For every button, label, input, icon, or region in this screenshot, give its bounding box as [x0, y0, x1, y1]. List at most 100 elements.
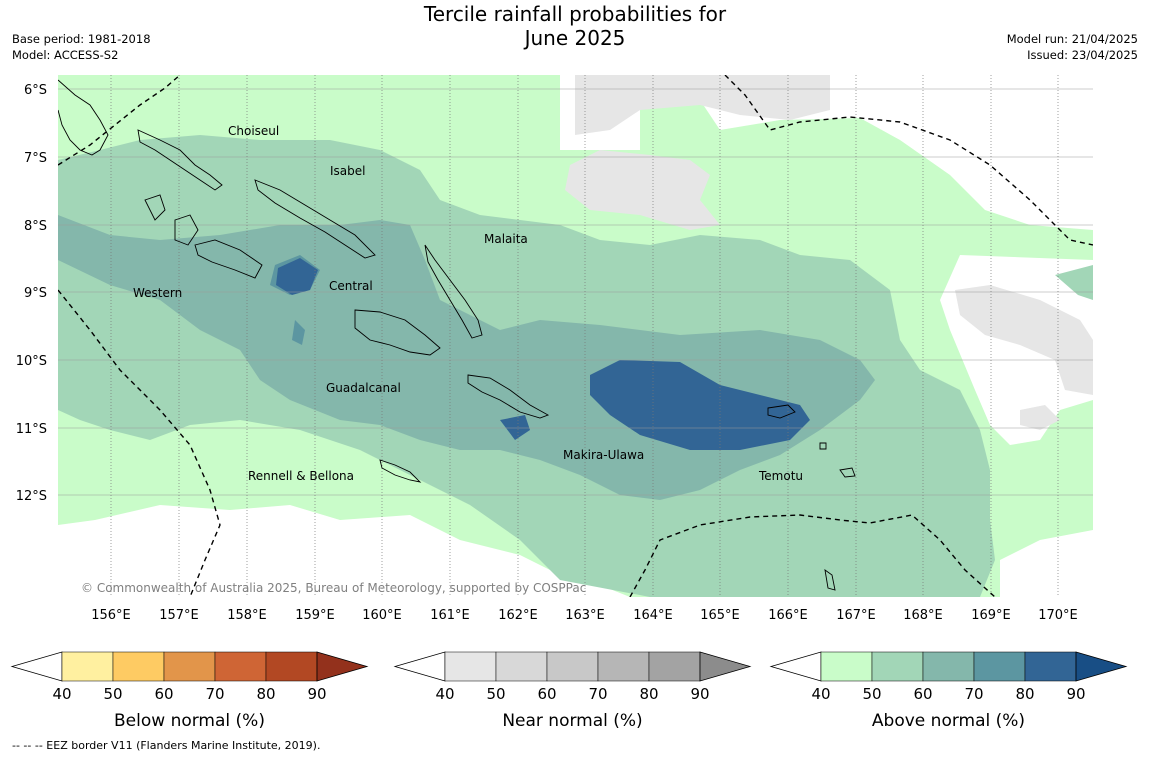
colorbar-tick-label: 70 [588, 685, 607, 703]
title-line-2: June 2025 [524, 26, 626, 50]
colorbar-segment [648, 651, 701, 682]
colorbar-tick-label: 80 [1015, 685, 1034, 703]
colorbar-segment [871, 651, 924, 682]
lat-label: 11°S [16, 422, 47, 437]
gridlines [58, 88, 1093, 496]
colorbar-title: Near normal (%) [502, 711, 642, 731]
colorbar-tick-label: 60 [913, 685, 932, 703]
colorbar-low-extension [393, 651, 446, 682]
lon-label: 167°E [836, 608, 876, 623]
colorbar-segment [265, 651, 318, 682]
grey-patch-top [575, 75, 830, 135]
region-label-western: Western [133, 286, 182, 300]
eez-footnote: -- -- -- EEZ border V11 (Flanders Marine… [12, 739, 321, 752]
eez-border [58, 75, 1093, 597]
colorbar-tick-label: 40 [435, 685, 454, 703]
colorbar-low-extension [769, 651, 822, 682]
colorbar-tick-label: 70 [205, 685, 224, 703]
colorbar-tick-label: 90 [307, 685, 326, 703]
region-label-guadalcanal: Guadalcanal [326, 381, 401, 395]
colorbar-tick-label: 50 [862, 685, 881, 703]
lon-label: 157°E [159, 608, 199, 623]
colorbar-group: 40 50 60 70 80 90 Below normal (%) 40 50 60 70 80 90… [10, 651, 1128, 731]
colorbar-segment [922, 651, 975, 682]
lon-label: 170°E [1038, 608, 1078, 623]
colorbar-segment [973, 651, 1026, 682]
run-info: Model run: 21/04/2025 Issued: 23/04/2025 [1007, 31, 1138, 63]
lon-label: 161°E [430, 608, 470, 623]
lat-label: 12°S [16, 489, 47, 504]
probability-map: Choiseul Isabel Malaita Western Central … [10, 75, 1128, 731]
issued-date: Issued: 23/04/2025 [1027, 48, 1138, 62]
lon-label: 160°E [362, 608, 402, 623]
lon-label: 166°E [768, 608, 808, 623]
region-label-central: Central [329, 279, 373, 293]
white-area-bottom-left [58, 505, 630, 597]
lon-label: 158°E [227, 608, 267, 623]
below-normal-colorbar: 40 50 60 70 80 90 Below normal (%) [10, 651, 369, 731]
base-period: Base period: 1981-2018 [12, 32, 151, 46]
colorbar-title: Above normal (%) [872, 711, 1025, 731]
colorbar-high-extension [1075, 651, 1128, 682]
model-info: Base period: 1981-2018 Model: ACCESS-S2 [12, 31, 151, 63]
near-normal-colorbar: 40 50 60 70 80 90 Near normal (%) [393, 651, 752, 731]
lon-label: 165°E [700, 608, 740, 623]
region-label-isabel: Isabel [330, 164, 365, 178]
region-label-malaita: Malaita [484, 232, 528, 246]
lat-label: 8°S [24, 219, 47, 234]
colorbar-title: Below normal (%) [114, 711, 265, 731]
above-80-core [590, 360, 810, 450]
grey-patch-small [1020, 405, 1060, 430]
above-normal-colorbar: 40 50 60 70 80 90 Above normal (%) [769, 651, 1128, 731]
colorbar-segment [112, 651, 165, 682]
region-label-makira-ulawa: Makira-Ulawa [563, 448, 644, 462]
colorbar-segment [597, 651, 650, 682]
above-80-patch-guad [500, 415, 530, 440]
colorbar-tick-label: 60 [537, 685, 556, 703]
lat-label: 7°S [24, 151, 47, 166]
lon-label: 168°E [903, 608, 943, 623]
colorbar-tick-label: 90 [690, 685, 709, 703]
lon-label: 169°E [971, 608, 1011, 623]
copyright-notice: © Commonwealth of Australia 2025, Bureau… [81, 581, 586, 595]
colorbar-segment [1024, 651, 1077, 682]
model-name: Model: ACCESS-S2 [12, 48, 119, 62]
colorbar-segment [163, 651, 216, 682]
colorbar-tick-label: 50 [486, 685, 505, 703]
grey-patch-mid [565, 150, 720, 230]
colorbar-segment [546, 651, 599, 682]
white-area-bottom-right [1000, 530, 1093, 597]
colorbar-segment [820, 651, 873, 682]
map-title: Tercile rainfall probabilities for June … [375, 2, 775, 50]
colorbar-tick-label: 50 [103, 685, 122, 703]
above-70-patch-a [292, 320, 305, 345]
region-label-temotu: Temotu [758, 469, 803, 483]
above-80-patch-west [276, 258, 318, 295]
colorbar-segment [444, 651, 497, 682]
lat-label: 6°S [24, 83, 47, 98]
lat-label: 9°S [24, 286, 47, 301]
colorbar-high-extension [699, 651, 752, 682]
white-area-top-right [560, 75, 1093, 230]
colorbar-tick-label: 70 [964, 685, 983, 703]
colorbar-tick-label: 90 [1066, 685, 1085, 703]
title-line-1: Tercile rainfall probabilities for [423, 2, 727, 26]
above-50-band-right [1055, 265, 1093, 300]
lon-label: 164°E [633, 608, 673, 623]
colorbar-tick-label: 40 [811, 685, 830, 703]
colorbar-segment [61, 651, 114, 682]
colorbar-segment [214, 651, 267, 682]
lon-label: 162°E [498, 608, 538, 623]
meridians [110, 75, 1059, 597]
lat-label: 10°S [16, 354, 47, 369]
region-label-rennell-bellona: Rennell & Bellona [248, 469, 354, 483]
colorbar-tick-label: 80 [256, 685, 275, 703]
colorbar-low-extension [10, 651, 63, 682]
lon-label: 159°E [295, 608, 335, 623]
lon-label: 156°E [91, 608, 131, 623]
colorbar-segment [495, 651, 548, 682]
colorbar-tick-label: 80 [639, 685, 658, 703]
lon-label: 163°E [565, 608, 605, 623]
colorbar-tick-label: 60 [154, 685, 173, 703]
colorbar-high-extension [316, 651, 369, 682]
